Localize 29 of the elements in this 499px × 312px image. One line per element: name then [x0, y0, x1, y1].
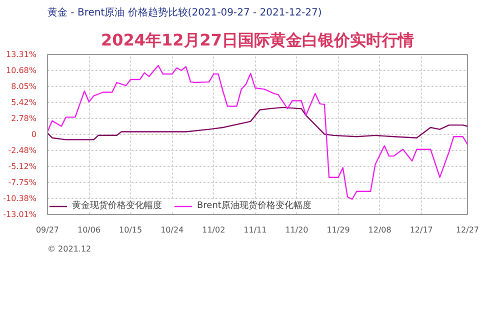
y-tick-label: -5.12% [8, 162, 37, 172]
y-tick-label: 0 [31, 130, 37, 139]
y-tick-label: 5.42% [11, 98, 37, 107]
x-tick-label: 09/27 [36, 226, 60, 234]
y-tick-label: 13.31% [6, 50, 37, 59]
y-tick-label: 10.68% [6, 66, 37, 75]
x-tick-label: 11/20 [285, 226, 308, 234]
x-tick-label: 11/29 [326, 226, 350, 234]
y-tick-label: -7.75% [8, 178, 37, 188]
y-tick-label: 2.78% [11, 114, 37, 124]
y-tick-label: 8.05% [11, 82, 37, 91]
x-tick-label: 10/15 [119, 226, 142, 234]
x-tick-label: 12/08 [368, 226, 392, 234]
x-tick-label: 10/24 [160, 226, 184, 234]
legend-label: 黄金现货价格变化幅度 [72, 200, 162, 212]
y-tick-label: -10.38% [3, 194, 37, 204]
x-tick-label: 10/06 [78, 226, 101, 234]
x-tick-label: 11/02 [202, 226, 226, 234]
line-series [48, 64, 468, 200]
x-tick-label: 11/11 [244, 226, 267, 234]
y-tick-label: -2.48% [8, 146, 37, 155]
line-series [48, 106, 468, 140]
chart-title: 黄金 - Brent原油 价格趋势比较(2021-09-27 - 2021-12-27) [48, 6, 322, 18]
x-tick-label: 12/27 [456, 226, 480, 234]
text: © 2021.12 [48, 244, 92, 254]
y-tick-label: -13.01% [3, 210, 37, 219]
text: 2024年12月27日国际黄金白银价实时行情 [100, 30, 414, 50]
x-tick-label: 12/17 [410, 226, 433, 234]
legend-label: Brent原油现货价格变化幅度 [197, 200, 312, 212]
